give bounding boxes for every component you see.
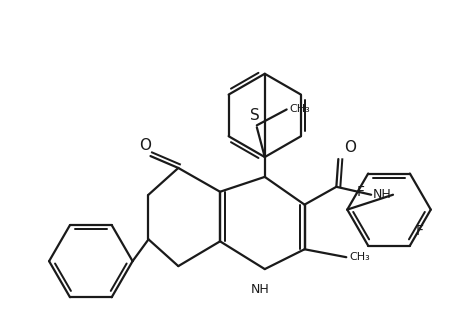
Text: CH₃: CH₃ bbox=[349, 252, 370, 262]
Text: NH: NH bbox=[251, 283, 269, 296]
Text: S: S bbox=[250, 108, 260, 123]
Text: O: O bbox=[140, 138, 152, 153]
Text: O: O bbox=[344, 140, 356, 155]
Text: F: F bbox=[356, 185, 364, 199]
Text: CH₃: CH₃ bbox=[289, 104, 311, 114]
Text: F: F bbox=[416, 224, 424, 238]
Text: NH: NH bbox=[373, 188, 392, 201]
